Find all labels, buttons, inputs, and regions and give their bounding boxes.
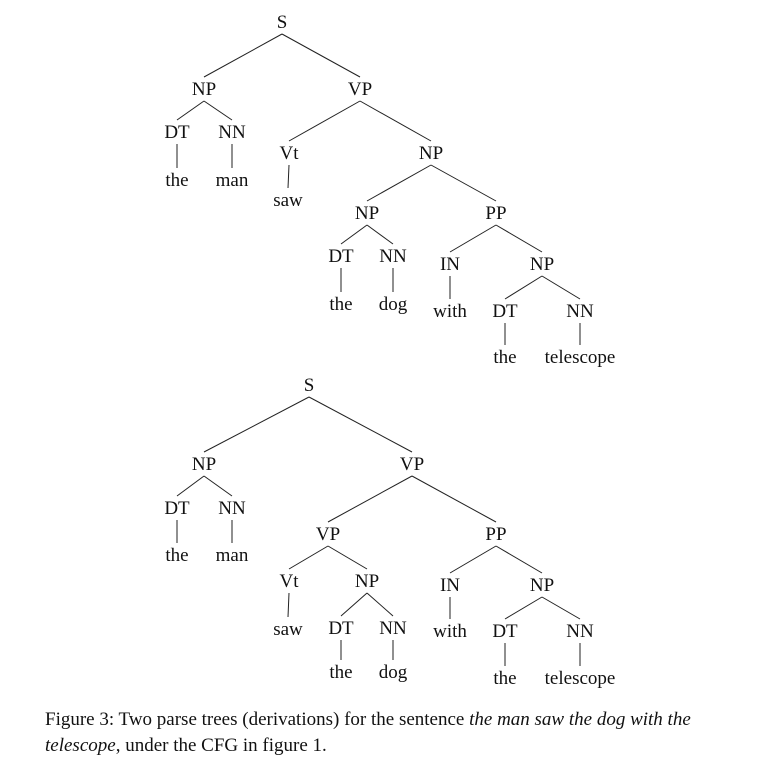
caption-prefix: Figure 3: Two parse trees (derivations) … <box>45 709 470 730</box>
tree2-edge-np2-dt2 <box>340 592 368 617</box>
tree1-word-dog: dog <box>379 294 408 315</box>
tree2-edge-np2-nn2 <box>366 592 394 617</box>
tree1-node-dt2: DT <box>328 246 354 267</box>
tree2-edge-vt-saw <box>287 592 290 618</box>
tree1-edge-np4-nn3 <box>541 275 581 300</box>
tree2-edge-np4-dt3 <box>504 596 543 620</box>
tree1-edge-np2-pp <box>430 164 497 202</box>
tree2-edge-vp-pp <box>411 475 497 523</box>
tree2-node-dt2: DT <box>328 618 354 639</box>
tree1-node-np4: NP <box>530 254 554 275</box>
tree1-word-the3: the <box>493 347 516 368</box>
tree1-node-vt: Vt <box>280 143 300 164</box>
tree2-edge-pp-in <box>449 545 497 574</box>
tree2-edge-vp2-np2 <box>327 545 368 570</box>
tree2-word-saw: saw <box>273 619 303 640</box>
tree2-node-vp: VP <box>400 454 424 475</box>
tree2-node-dt1: DT <box>164 498 190 519</box>
figure-caption: Figure 3: Two parse trees (derivations) … <box>45 707 755 759</box>
tree2-node-vp2: VP <box>316 524 340 545</box>
tree2-node-pp: PP <box>485 524 506 545</box>
tree1-edge-vp-np2 <box>359 100 432 142</box>
tree2-node-in: IN <box>440 575 460 596</box>
tree1-edge-pp-np4 <box>495 224 543 253</box>
tree1-node-np1: NP <box>192 79 216 100</box>
tree1-edge-vt-saw <box>287 164 290 189</box>
tree2-node-s: S <box>304 375 315 396</box>
tree2-edge-np1-dt1 <box>176 475 205 497</box>
tree1-node-vp: VP <box>348 79 372 100</box>
tree2-edge-np1-nn1 <box>203 475 233 497</box>
tree2-edge-s-np1 <box>203 396 310 453</box>
tree1-word-with: with <box>433 301 467 322</box>
tree2-node-vt: Vt <box>280 571 300 592</box>
tree2-word-with: with <box>433 621 467 642</box>
tree2-word-dog: dog <box>379 662 408 683</box>
tree1-word-tel: telescope <box>545 347 616 368</box>
tree1-node-np3: NP <box>355 203 379 224</box>
tree1-edge-pp-in <box>449 224 497 253</box>
tree1-word-the1: the <box>165 170 188 191</box>
tree2-node-nn1: NN <box>218 498 246 519</box>
tree1-edge-s-vp <box>281 33 361 78</box>
tree1-edge-np1-dt1 <box>176 100 205 121</box>
tree1-edge-np1-nn1 <box>203 100 233 121</box>
tree1-node-dt1: DT <box>164 122 190 143</box>
tree2-word-the2: the <box>329 662 352 683</box>
tree1-edge-np3-nn2 <box>366 224 394 245</box>
tree2-edge-vp2-vt <box>288 545 329 570</box>
tree1-edge-np4-dt3 <box>504 275 543 300</box>
tree1-node-nn2: NN <box>379 246 407 267</box>
tree2-edge-s-vp <box>308 396 413 453</box>
tree1-node-s: S <box>277 12 288 33</box>
tree1-node-in: IN <box>440 254 460 275</box>
tree1-node-dt3: DT <box>492 301 518 322</box>
tree1-node-nn1: NN <box>218 122 246 143</box>
parse-trees-svg: S NP VP DT NN the man Vt saw NP NP PP DT NN the dog IN wi… <box>164 12 616 689</box>
tree1-word-saw: saw <box>273 190 303 211</box>
tree2-node-dt3: DT <box>492 621 518 642</box>
tree2-node-np2: NP <box>355 571 379 592</box>
tree2-node-nn2: NN <box>379 618 407 639</box>
tree2-edge-np4-nn3 <box>541 596 581 620</box>
tree2-edge-pp-np4 <box>495 545 543 574</box>
tree2-word-the3: the <box>493 668 516 689</box>
tree1-word-the2: the <box>329 294 352 315</box>
tree2-node-np1: NP <box>192 454 216 475</box>
tree2-edge-vp-vp2 <box>327 475 413 523</box>
tree1-edge-np3-dt2 <box>340 224 368 245</box>
tree1-node-nn3: NN <box>566 301 594 322</box>
tree1-edge-vp-vt <box>288 100 361 142</box>
tree1-edge-np2-np3 <box>366 164 432 202</box>
tree1-node-np2: NP <box>419 143 443 164</box>
tree1-edge-s-np1 <box>203 33 283 78</box>
tree2-node-nn3: NN <box>566 621 594 642</box>
tree2-word-tel: telescope <box>545 668 616 689</box>
tree2-word-the1: the <box>165 545 188 566</box>
caption-sentence: the man saw the dog with the telescope <box>45 709 691 756</box>
tree1-word-man: man <box>216 170 249 191</box>
caption-suffix: , under the CFG in figure 1. <box>115 735 327 756</box>
tree1-node-pp: PP <box>485 203 506 224</box>
tree2-word-man: man <box>216 545 249 566</box>
tree2-node-np4: NP <box>530 575 554 596</box>
